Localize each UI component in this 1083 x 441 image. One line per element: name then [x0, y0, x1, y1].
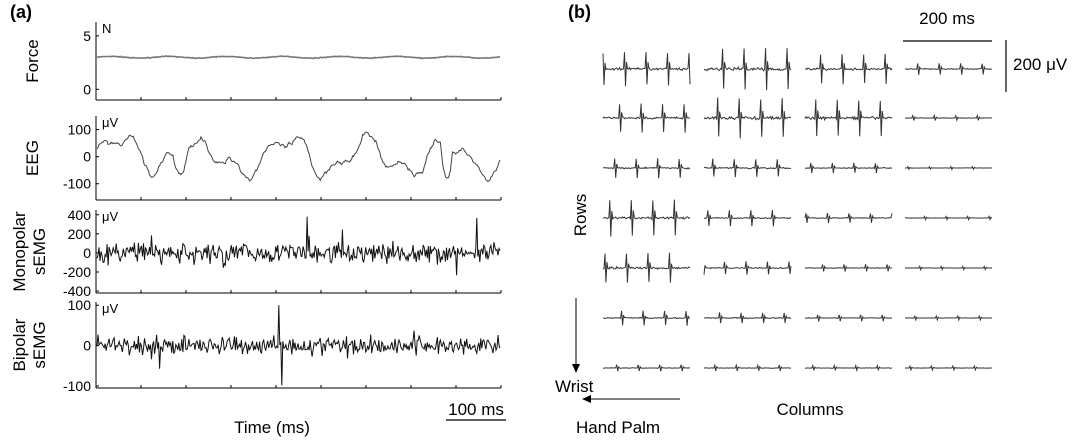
y-tick-label: 100 [68, 122, 92, 138]
x-axis-label: Time (ms) [234, 418, 310, 437]
y-tick-label: 0 [83, 149, 91, 165]
unit-label-2: μV [102, 209, 118, 224]
emg-trace-r4-c1 [602, 199, 691, 237]
y-tick-label: 0 [83, 338, 91, 354]
panel-a: 5 0 N Force 100 0 -100 μV EEG 400 200 0 -200 -400 μV Mo… [10, 21, 506, 437]
emg-trace-r3-c3 [804, 162, 893, 174]
emg-trace-r3-c2 [703, 158, 792, 178]
emg-trace-r1-c4 [904, 63, 993, 75]
panel-b: 200 ms 200 μV Rows Wrist Hand Palm Columns [555, 9, 1068, 437]
y-tick-label: 400 [68, 207, 92, 223]
y-label-1: EEG [23, 140, 42, 176]
emg-trace-r4-c2 [703, 210, 792, 227]
emg-trace-r1-c1 [602, 52, 691, 87]
emg-trace-r6-c1 [602, 310, 691, 326]
rows-label: Rows [571, 194, 590, 237]
y-tick-label: -100 [63, 176, 91, 192]
emg-trace-r5-c4 [904, 264, 993, 272]
time-scale-label: 100 ms [448, 400, 504, 419]
y-label-0: Force [23, 39, 42, 82]
columns-arrow-head [582, 395, 591, 403]
time-scale-label-b: 200 ms [919, 9, 975, 28]
emg-trace-r7-c1 [602, 364, 691, 372]
y-tick-label: 0 [83, 245, 91, 261]
emg-trace-r2-c1 [602, 103, 691, 133]
emg-trace-r6-c4 [905, 314, 993, 322]
emg-trace-r7-c4 [905, 364, 992, 372]
trace-3 [96, 305, 501, 386]
unit-label-3: μV [102, 301, 118, 316]
y-tick-label: -200 [63, 264, 91, 280]
y-tick-label: 200 [68, 226, 92, 242]
y-label-line2-3: sEMG [30, 321, 49, 368]
emg-trace-r2-c4 [904, 113, 993, 123]
trace-1 [96, 131, 501, 183]
emg-trace-r5-c3 [804, 264, 893, 272]
trace-0 [96, 55, 500, 60]
emg-trace-r7-c2 [703, 363, 791, 372]
panel-a-label: (a) [10, 2, 32, 22]
emg-trace-r7-c3 [804, 363, 893, 373]
emg-trace-r6-c3 [804, 314, 893, 322]
subplot-1: 100 0 -100 μV EEG [23, 115, 502, 201]
emg-trace-r4-c3 [804, 213, 893, 224]
amplitude-scale-label: 200 μV [1013, 55, 1068, 74]
panel-b-label: (b) [568, 2, 591, 22]
emg-trace-r3-c1 [602, 158, 691, 179]
emg-trace-r5-c2 [703, 261, 792, 275]
y-tick-label: 100 [68, 297, 92, 313]
emg-trace-r1-c3 [804, 53, 893, 85]
y-label-line2-2: sEMG [30, 228, 49, 275]
y-label-line1-2: Monopolar [10, 211, 29, 292]
y-tick-label: -100 [63, 378, 91, 394]
unit-label-0: N [102, 21, 111, 36]
y-tick-label: -400 [63, 283, 91, 299]
y-label-line1-3: Bipolar [10, 318, 29, 371]
y-tick-label: 5 [83, 28, 91, 44]
unit-label-1: μV [102, 115, 118, 130]
emg-trace-r2-c2 [703, 97, 792, 139]
trace-2 [96, 216, 501, 276]
emg-trace-r5-c1 [602, 252, 691, 283]
subplot-0: 5 0 N Force [23, 21, 502, 101]
subplot-2: 400 200 0 -200 -400 μV Monopolar sEMG [10, 207, 502, 299]
emg-trace-r4-c4 [904, 215, 993, 222]
wrist-label: Wrist [555, 377, 594, 396]
emg-trace-r6-c2 [704, 312, 792, 324]
emg-trace-r2-c3 [804, 99, 893, 137]
rows-arrow-head [572, 364, 580, 373]
subplot-3: 100 0 -100 μV Bipolar sEMG [10, 297, 502, 394]
emg-trace-r1-c2 [703, 48, 792, 91]
columns-label: Columns [776, 400, 843, 419]
y-tick-label: 0 [83, 81, 91, 97]
hand-palm-label: Hand Palm [576, 418, 660, 437]
emg-trace-r3-c4 [905, 165, 993, 171]
